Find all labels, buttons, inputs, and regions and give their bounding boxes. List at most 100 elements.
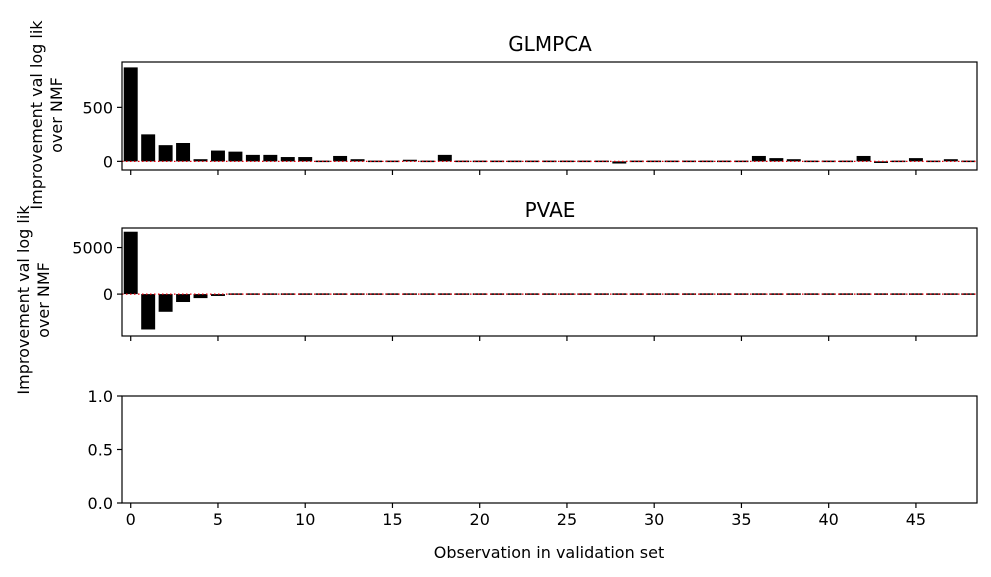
empty-ytick-label: 0.0	[88, 494, 113, 513]
empty-panel: 0.0 0.5 1.0 0 5 10 15 20 25 30 35 40 45 Observation …	[88, 387, 978, 562]
empty-xtick-label: 15	[382, 510, 402, 529]
glmpca-bar	[612, 161, 627, 164]
glmpca-ylabel-line-1: Improvement val log lik	[27, 20, 46, 210]
empty-xtick-label: 10	[295, 510, 315, 529]
x-axis-label: Observation in validation set	[434, 543, 665, 562]
empty-ytick-label: 1.0	[88, 387, 113, 406]
pvae-bar	[298, 293, 313, 295]
pvae-bar	[786, 293, 801, 295]
glmpca-bar	[158, 145, 173, 162]
pvae-bar	[280, 293, 295, 295]
pvae-bar	[682, 293, 697, 295]
pvae-bar	[542, 293, 557, 295]
glmpca-bar	[193, 159, 208, 162]
pvae-bar	[664, 293, 679, 295]
glmpca-bar	[734, 160, 749, 163]
empty-xtick-label: 45	[906, 510, 926, 529]
pvae-title: PVAE	[525, 198, 576, 222]
glmpca-title: GLMPCA	[508, 32, 592, 56]
glmpca-bar	[385, 160, 400, 163]
empty-plot-area: 0.0 0.5 1.0 0 5 10 15 20 25 30 35 40 45	[88, 387, 978, 529]
pvae-bar	[402, 293, 417, 295]
pvae-bar	[594, 293, 609, 295]
pvae-bar	[821, 293, 836, 295]
glmpca-plot-area: 0 500	[82, 61, 978, 175]
glmpca-bar	[786, 159, 801, 162]
glmpca-bar	[874, 161, 889, 163]
glmpca-bar	[717, 160, 731, 163]
pvae-bar	[717, 293, 731, 295]
empty-xtick-label: 35	[731, 510, 751, 529]
glmpca-bar	[821, 160, 836, 163]
pvae-bar	[874, 293, 889, 295]
glmpca-bar	[490, 160, 505, 163]
empty-xtick-label: 25	[557, 510, 577, 529]
glmpca-bar	[263, 154, 278, 162]
pvae-bar	[577, 293, 592, 295]
glmpca-bar	[280, 157, 295, 162]
pvae-bar	[123, 231, 138, 295]
pvae-bar	[629, 293, 644, 295]
glmpca-bar	[751, 155, 766, 162]
pvae-axes-frame	[121, 227, 978, 337]
pvae-bar	[490, 293, 505, 295]
pvae-ytick-label: 5000	[72, 239, 113, 258]
glmpca-bar	[123, 67, 138, 162]
glmpca-bar	[333, 155, 348, 162]
glmpca-bar	[629, 160, 644, 163]
glmpca-bar	[594, 160, 609, 163]
pvae-bar	[176, 294, 191, 303]
pvae-bar	[210, 294, 225, 296]
empty-xtick-label: 0	[126, 510, 136, 529]
glmpca-bar	[176, 143, 191, 162]
glmpca-panel: GLMPCA Improvement val log lik over NMF …	[27, 20, 978, 210]
pvae-ylabel-line-1: Improvement val log lik	[14, 205, 33, 395]
glmpca-bar	[525, 160, 540, 163]
glmpca-axes-frame	[121, 61, 978, 171]
pvae-bar	[734, 293, 749, 295]
glmpca-ytick-label: 500	[82, 98, 113, 117]
glmpca-bar	[908, 158, 923, 162]
glmpca-bar	[926, 160, 941, 163]
empty-axes-frame	[121, 395, 978, 504]
pvae-bar	[856, 293, 871, 295]
glmpca-bar	[228, 151, 243, 162]
pvae-bar	[769, 293, 784, 295]
glmpca-bar	[943, 159, 958, 162]
pvae-bar	[472, 293, 487, 295]
glmpca-bar	[542, 160, 557, 163]
pvae-bar	[350, 293, 365, 295]
glmpca-bar	[402, 159, 417, 162]
empty-xtick-label: 30	[644, 510, 664, 529]
glmpca-bar	[856, 155, 871, 162]
glmpca-bar	[141, 134, 156, 162]
pvae-plot-area: 0 5000	[72, 227, 978, 341]
glmpca-ylabel: Improvement val log lik over NMF	[27, 20, 66, 210]
glmpca-bar	[664, 160, 679, 163]
glmpca-bar	[961, 160, 976, 163]
pvae-bar	[961, 293, 976, 295]
pvae-bar	[141, 294, 156, 330]
pvae-bar	[908, 293, 923, 295]
glmpca-ylabel-line-2: over NMF	[47, 77, 66, 153]
pvae-bar	[245, 293, 260, 295]
pvae-bar	[926, 293, 941, 295]
glmpca-bar	[245, 154, 260, 162]
pvae-ylabel: Improvement val log lik over NMF	[14, 205, 53, 395]
pvae-bar	[525, 293, 540, 295]
pvae-bar	[333, 293, 348, 295]
pvae-panel: PVAE Improvement val log lik over NMF 0 5…	[14, 198, 978, 395]
glmpca-bar	[577, 160, 592, 163]
empty-xtick-label: 20	[470, 510, 490, 529]
pvae-bar	[385, 293, 400, 295]
glmpca-bar	[472, 160, 487, 163]
glmpca-ytick-label: 0	[103, 152, 113, 171]
pvae-bar	[193, 294, 208, 299]
pvae-ytick-label: 0	[103, 285, 113, 304]
pvae-bar	[437, 293, 452, 295]
glmpca-bar	[437, 154, 452, 162]
glmpca-bar	[210, 150, 225, 162]
glmpca-bar	[350, 159, 365, 162]
empty-ytick-label: 0.5	[88, 441, 113, 460]
